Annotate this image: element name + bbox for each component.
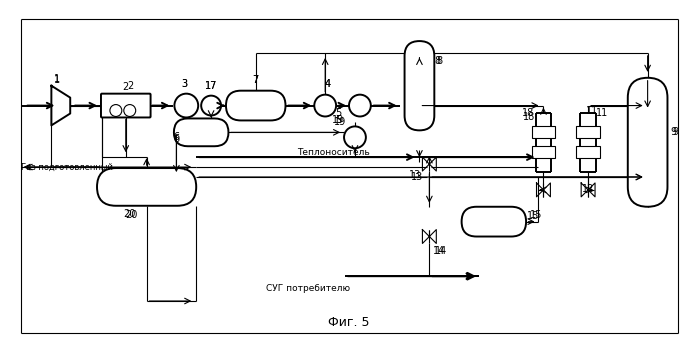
Text: 19: 19	[332, 115, 344, 125]
Text: 3: 3	[181, 79, 187, 89]
Circle shape	[349, 95, 371, 117]
Text: 15: 15	[527, 211, 540, 221]
Text: 4: 4	[324, 79, 330, 89]
Text: Теплоноситель: Теплоноситель	[297, 148, 370, 157]
Text: 20: 20	[124, 209, 136, 219]
FancyBboxPatch shape	[628, 78, 668, 207]
Circle shape	[124, 105, 136, 117]
Text: 20: 20	[126, 210, 138, 220]
Text: 8: 8	[436, 56, 442, 66]
Text: 7: 7	[252, 75, 259, 85]
Text: 2: 2	[122, 82, 129, 92]
Text: 18: 18	[521, 107, 534, 118]
Text: 14: 14	[433, 246, 445, 256]
Text: 6: 6	[173, 134, 180, 144]
Text: 5: 5	[335, 108, 341, 119]
Text: 9: 9	[670, 127, 677, 137]
Circle shape	[315, 95, 336, 117]
Text: 4: 4	[324, 79, 330, 89]
Text: СУГ потребителю: СУГ потребителю	[266, 284, 350, 293]
Text: 17: 17	[205, 81, 217, 91]
Text: 15: 15	[531, 210, 542, 220]
FancyBboxPatch shape	[101, 94, 150, 118]
FancyBboxPatch shape	[405, 41, 434, 130]
FancyBboxPatch shape	[174, 119, 229, 146]
Bar	[576, 146, 600, 158]
Text: 11: 11	[586, 106, 598, 115]
Text: 18: 18	[524, 113, 535, 122]
Text: 3: 3	[181, 79, 187, 89]
Text: 7: 7	[252, 75, 259, 85]
Text: 6: 6	[173, 132, 180, 142]
Text: 14: 14	[435, 246, 447, 256]
Text: Газ подготовленный: Газ подготовленный	[20, 163, 113, 171]
FancyBboxPatch shape	[97, 168, 196, 206]
FancyBboxPatch shape	[461, 207, 526, 237]
Circle shape	[201, 96, 221, 115]
Text: Фиг. 5: Фиг. 5	[329, 316, 370, 329]
Text: 17: 17	[205, 81, 217, 91]
Circle shape	[110, 105, 122, 117]
Text: 8: 8	[434, 56, 440, 66]
FancyBboxPatch shape	[226, 91, 285, 120]
Text: 19: 19	[334, 118, 346, 127]
Text: 11: 11	[596, 107, 608, 118]
Text: 1: 1	[55, 75, 60, 85]
Text: 9: 9	[672, 127, 679, 137]
Text: 13: 13	[410, 170, 421, 180]
Bar	[576, 126, 600, 138]
Text: 13: 13	[411, 172, 424, 182]
Bar	[531, 146, 556, 158]
Polygon shape	[51, 86, 70, 125]
Text: 2: 2	[128, 81, 134, 91]
Text: 1: 1	[55, 74, 60, 84]
Bar	[531, 126, 556, 138]
Circle shape	[344, 126, 366, 148]
Text: 12: 12	[582, 184, 594, 194]
Circle shape	[174, 94, 199, 118]
Text: 5: 5	[335, 115, 341, 125]
